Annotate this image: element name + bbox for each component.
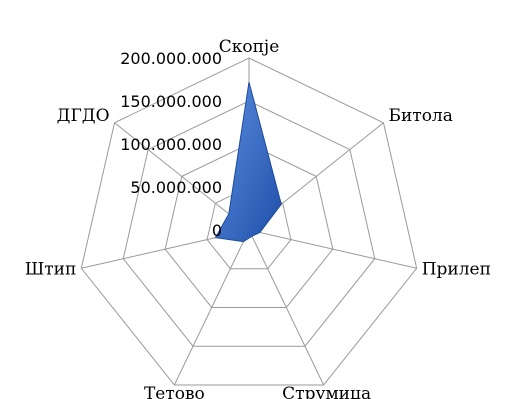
grid-spoke-4 [173,229,250,386]
tick-label-3: 50.000.000 [130,178,222,197]
category-label-4: Тетово [144,384,205,399]
series-area [214,81,282,243]
tick-label-0: 200.000.000 [120,49,222,68]
category-label-6: ДГДО [57,106,110,126]
category-label-3: Струмица [282,384,371,399]
category-label-1: Битола [388,106,452,126]
radar-series [214,81,282,243]
grid-ring-3 [206,186,292,270]
category-label-5: Штип [25,259,76,279]
category-labels: Скопје Битола Прилеп Струмица Тетово Штип ДГДО [25,37,491,399]
grid-ring-2 [164,143,334,308]
radial-tick-labels: 200.000.000 150.000.000 100.000.000 50.000.… [120,49,222,240]
grid-ring-0 [80,57,418,386]
category-label-2: Прилеп [422,259,491,279]
tick-label-1: 150.000.000 [120,92,222,111]
grid-ring-1 [122,100,376,347]
grid-spoke-3 [248,229,325,386]
grid-spoke-2 [248,229,417,269]
tick-label-4: 0 [212,221,222,240]
category-label-0: Скопје [219,37,280,57]
tick-label-2: 100.000.000 [120,135,222,154]
grid-spoke-6 [114,122,250,231]
